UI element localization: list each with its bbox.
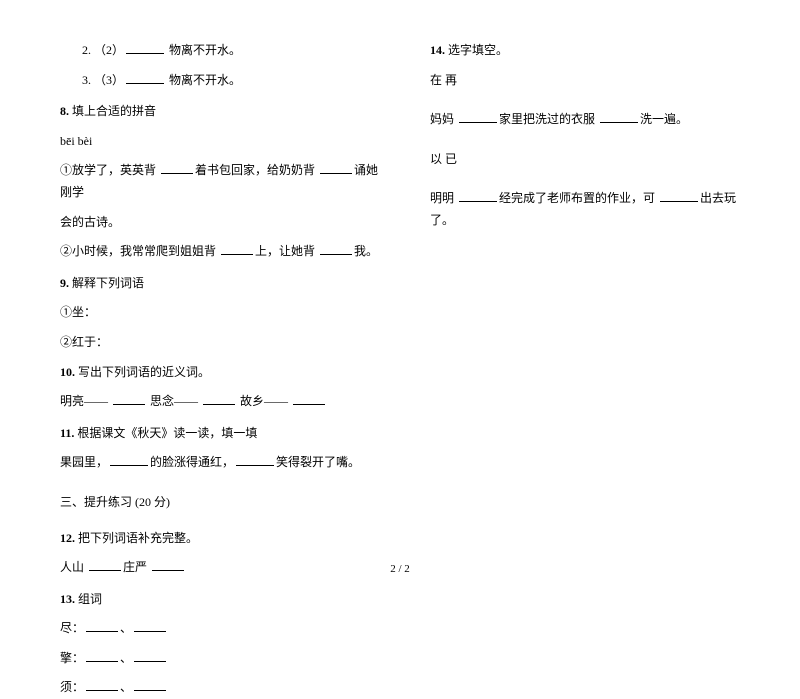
q8-1b: 着书包回家，给奶奶背	[195, 163, 318, 177]
q8-num: 8.	[60, 104, 69, 118]
q9-num: 9.	[60, 276, 69, 290]
q7-2-suffix: 物离不开水。	[166, 43, 241, 57]
q9-2: ②红于：	[60, 332, 380, 354]
q13-2-blank1[interactable]	[86, 649, 118, 662]
q11-b: 的脸涨得通红，	[150, 455, 234, 469]
q13-sep1: 、	[120, 621, 132, 635]
q10-blank1[interactable]	[113, 392, 145, 405]
q14-s1b: 家里把洗过的衣服	[499, 112, 598, 126]
q7-3-blank[interactable]	[126, 71, 164, 84]
q8-blank2[interactable]	[320, 161, 352, 174]
q8-blank4[interactable]	[320, 242, 352, 255]
q11-blank1[interactable]	[110, 453, 148, 466]
q14-blank2[interactable]	[600, 110, 638, 123]
q13-2: 擎：	[60, 651, 84, 665]
q9-title: 解释下列词语	[72, 276, 144, 290]
q13-1-blank1[interactable]	[86, 619, 118, 632]
q10-num: 10.	[60, 365, 75, 379]
q8-blank1[interactable]	[161, 161, 193, 174]
q7-3-suffix: 物离不开水。	[166, 73, 241, 87]
q8-3c: 我。	[354, 244, 378, 258]
q13-1: 尽：	[60, 621, 84, 635]
q7-2-prefix: 2. （2）	[82, 43, 124, 57]
q10-title: 写出下列词语的近义词。	[78, 365, 210, 379]
q9-1: ①坐：	[60, 302, 380, 324]
q14-blank3[interactable]	[459, 189, 497, 202]
q14-opt2: 以 已	[430, 149, 750, 171]
q12-num: 12.	[60, 531, 75, 545]
q12-blank2[interactable]	[152, 558, 184, 571]
q8-3b: 上，让她背	[255, 244, 318, 258]
q13-title: 组词	[78, 592, 102, 606]
q12-title: 把下列词语补充完整。	[78, 531, 198, 545]
q10-c: 故乡——	[237, 394, 291, 408]
q10-blank2[interactable]	[203, 392, 235, 405]
q12-b: 庄严	[123, 560, 150, 574]
q14-title: 选字填空。	[448, 43, 508, 57]
q10-a: 明亮——	[60, 394, 111, 408]
q12-a: 人山	[60, 560, 87, 574]
q13-3-blank1[interactable]	[86, 678, 118, 691]
q14-num: 14.	[430, 43, 445, 57]
q13-3: 须：	[60, 680, 84, 694]
q8-title: 填上合适的拼音	[72, 104, 156, 118]
section3-title: 三、提升练习 (20 分)	[60, 492, 380, 514]
q14-opt1: 在 再	[430, 70, 750, 92]
q8-1a: ①放学了，英英背	[60, 163, 159, 177]
q13-sep3: 、	[120, 680, 132, 694]
q11-c: 笑得裂开了嘴。	[276, 455, 360, 469]
q13-3-blank2[interactable]	[134, 678, 166, 691]
q10-b: 思念——	[147, 394, 201, 408]
q14-blank1[interactable]	[459, 110, 497, 123]
q8-line2: 会的古诗。	[60, 212, 380, 234]
q14-s2b: 经完成了老师布置的作业，可	[499, 191, 658, 205]
q14-s1a: 妈妈	[430, 112, 457, 126]
q10-blank3[interactable]	[293, 392, 325, 405]
q7-2-blank[interactable]	[126, 41, 164, 54]
q11-title: 根据课文《秋天》读一读，填一填	[77, 426, 257, 440]
q11-blank2[interactable]	[236, 453, 274, 466]
q13-1-blank2[interactable]	[134, 619, 166, 632]
q13-sep2: 、	[120, 651, 132, 665]
q13-2-blank2[interactable]	[134, 649, 166, 662]
q14-blank4[interactable]	[660, 189, 698, 202]
q8-3a: ②小时候，我常常爬到姐姐背	[60, 244, 219, 258]
q12-blank1[interactable]	[89, 558, 121, 571]
q14-s1c: 洗一遍。	[640, 112, 688, 126]
q11-num: 11.	[60, 426, 74, 440]
q7-3-prefix: 3. （3）	[82, 73, 124, 87]
q8-pinyin: bēi bèi	[60, 131, 380, 153]
q8-blank3[interactable]	[221, 242, 253, 255]
q13-num: 13.	[60, 592, 75, 606]
q14-s2a: 明明	[430, 191, 457, 205]
q11-a: 果园里，	[60, 455, 108, 469]
